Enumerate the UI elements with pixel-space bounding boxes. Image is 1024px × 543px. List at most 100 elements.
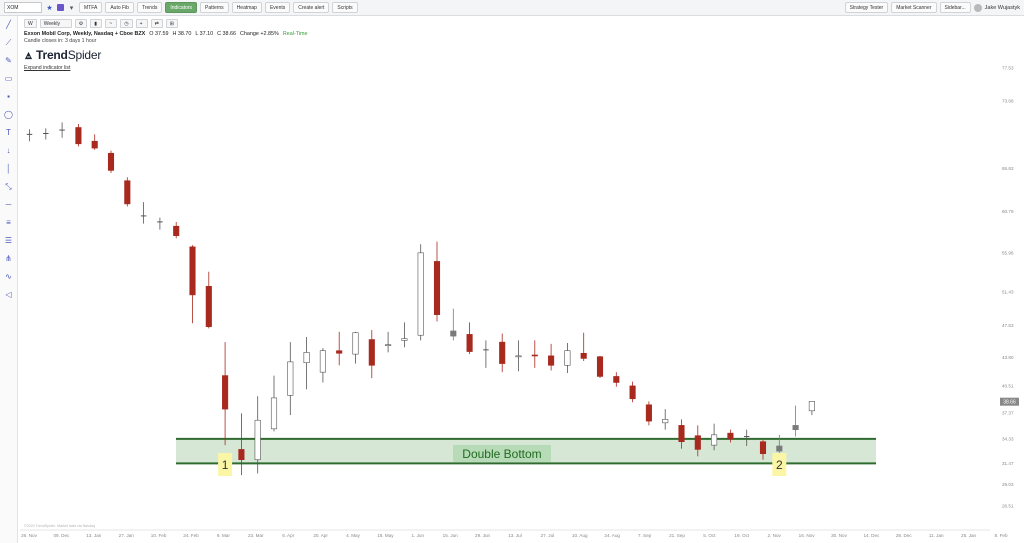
fib-icon[interactable]: ☰ <box>4 236 13 245</box>
candle-body <box>189 246 196 296</box>
pitchfork-icon[interactable]: ⋔ <box>5 254 12 263</box>
x-axis-tick-label: 24. Feb <box>183 533 199 538</box>
x-axis-tick-label: 26. Nov <box>21 533 38 538</box>
x-axis-tick-label: 11. Jan <box>929 533 944 538</box>
y-axis-tick-label: 29.03 <box>1002 482 1014 487</box>
candle-body <box>336 350 343 354</box>
ellipse-icon[interactable]: ◯ <box>4 110 13 119</box>
grid-icon[interactable]: ⊞ <box>165 19 178 28</box>
marker-label: 1 <box>222 458 229 472</box>
logo-text: TrendSpider <box>36 48 102 62</box>
y-axis-tick-label: 60.79 <box>1002 209 1014 214</box>
heatmap-button[interactable]: Heatmap <box>231 2 262 13</box>
x-axis-tick-label: 1. Jun <box>412 533 425 538</box>
candle-body <box>205 286 212 327</box>
candle-body <box>515 355 522 358</box>
candle-body <box>401 338 408 341</box>
x-axis-tick-label: 10. Feb <box>151 533 167 538</box>
rectangle-icon[interactable]: ▭ <box>4 74 13 83</box>
sidebar-button[interactable]: Sidebar... <box>939 2 971 13</box>
y-axis-tick-label: 51.43 <box>1002 290 1014 295</box>
wave-icon[interactable]: ∿ <box>5 272 12 281</box>
ray-icon[interactable]: ⟋ <box>5 38 12 47</box>
expand-indicator-link[interactable]: Expand indicator list <box>24 65 71 71</box>
compare-icon[interactable]: ~ <box>105 19 118 28</box>
user-name[interactable]: Jake Wujastyk <box>984 4 1020 11</box>
x-axis-tick-label: 9. Mar <box>217 533 230 538</box>
close-value: C 38.66 <box>217 31 237 37</box>
market-scanner-button[interactable]: Market Scanner <box>891 2 937 13</box>
candle-close-text: Candle closes in: 3 days 1 hour <box>24 38 97 44</box>
horizontal-line-icon[interactable]: ─ <box>5 200 12 209</box>
ticker-input[interactable]: XOM <box>4 2 42 13</box>
vertical-line-icon[interactable]: │ <box>6 164 11 173</box>
clock-icon[interactable]: ◷ <box>120 19 133 28</box>
candle-body <box>727 432 734 440</box>
candle-body <box>238 449 245 461</box>
trends-button[interactable]: Trends <box>136 2 163 13</box>
events-button[interactable]: Events <box>264 2 291 13</box>
realtime-badge: Real-Time <box>282 31 308 37</box>
candle-body <box>173 225 180 236</box>
price-tag-bg <box>1000 397 1019 406</box>
trendspider-logo: TrendSpider <box>24 48 308 62</box>
x-axis-tick-label: 27. Jul <box>541 533 555 538</box>
triangle-icon[interactable]: ◁ <box>5 290 12 299</box>
auto-fib-button[interactable]: Auto Fib <box>105 2 134 13</box>
current-price-tag: 38.66 <box>1003 400 1016 406</box>
channel-icon[interactable]: ≡ <box>6 218 11 227</box>
candle-body <box>124 180 131 205</box>
candle-body <box>222 375 229 410</box>
y-axis-tick-label: 65.83 <box>1002 166 1014 171</box>
y-axis-tick-label: 77.53 <box>1002 66 1014 71</box>
create-alert-button[interactable]: Create alert <box>293 2 330 13</box>
timeframe-toggle[interactable]: W <box>24 19 37 28</box>
strategy-tester-button[interactable]: Strategy Tester <box>844 2 889 13</box>
scripts-button[interactable]: Scripts <box>332 2 358 13</box>
measure-icon[interactable]: ⤡ <box>5 182 12 191</box>
plus-icon[interactable]: + <box>135 19 148 28</box>
trendline-icon[interactable]: ╱ <box>6 20 11 29</box>
mtfa-button[interactable]: MTFA <box>79 2 103 13</box>
x-axis-tick-label: 14. Dec <box>863 533 880 538</box>
candle-body <box>531 354 538 357</box>
arrow-down-icon[interactable]: ↓ <box>6 146 11 155</box>
color-swatch-icon[interactable] <box>57 4 64 11</box>
x-axis-tick-label: 23. Mar <box>248 533 264 538</box>
fill-rectangle-icon[interactable]: ▪ <box>7 92 10 101</box>
low-value: L 37.10 <box>195 31 214 37</box>
star-icon[interactable]: ★ <box>46 4 53 12</box>
text-icon[interactable]: T <box>6 128 11 137</box>
x-axis-tick-label: 25. Jan <box>961 533 977 538</box>
chevron-down-icon[interactable]: ▾ <box>69 4 74 12</box>
timeframe-select[interactable]: Weekly <box>39 19 72 28</box>
candle-body <box>319 350 326 373</box>
y-axis-tick-label: 73.68 <box>1002 99 1014 104</box>
x-axis-tick-label: 19. Oct <box>734 533 750 538</box>
candle-body <box>466 334 473 352</box>
marker-box <box>218 453 233 476</box>
x-axis-tick-label: 20. Apr <box>313 533 328 538</box>
x-axis-tick-label: 16. Nov <box>799 533 816 538</box>
avatar[interactable] <box>973 3 982 12</box>
x-axis-tick-label: 28. Dec <box>896 533 913 538</box>
toolbar-right: Strategy Tester Market Scanner Sidebar..… <box>844 2 1020 13</box>
y-axis-tick-label: 47.53 <box>1002 323 1014 328</box>
pen-icon[interactable]: ✎ <box>5 56 12 65</box>
candle-body <box>417 252 424 336</box>
candle-body <box>596 356 604 377</box>
candle-type-icon[interactable]: ▮ <box>90 19 103 28</box>
candle-body <box>662 419 669 424</box>
patterns-button[interactable]: Patterns <box>200 2 229 13</box>
candle-body <box>776 445 783 452</box>
indicators-button[interactable]: Indicators <box>165 2 198 13</box>
split-icon[interactable]: ⇄ <box>150 19 163 28</box>
candle-body <box>107 152 115 171</box>
drawing-toolbar: ╱ ⟋ ✎ ▭ ▪ ◯ T ↓ │ ⤡ ─ ≡ ☰ ⋔ ∿ ◁ <box>0 16 18 543</box>
x-axis-tick-label: 2. Nov <box>768 533 782 538</box>
x-axis-tick-label: 15. Jun <box>443 533 459 538</box>
gear-icon[interactable]: ⚙ <box>74 19 88 28</box>
candle-body <box>385 344 392 346</box>
